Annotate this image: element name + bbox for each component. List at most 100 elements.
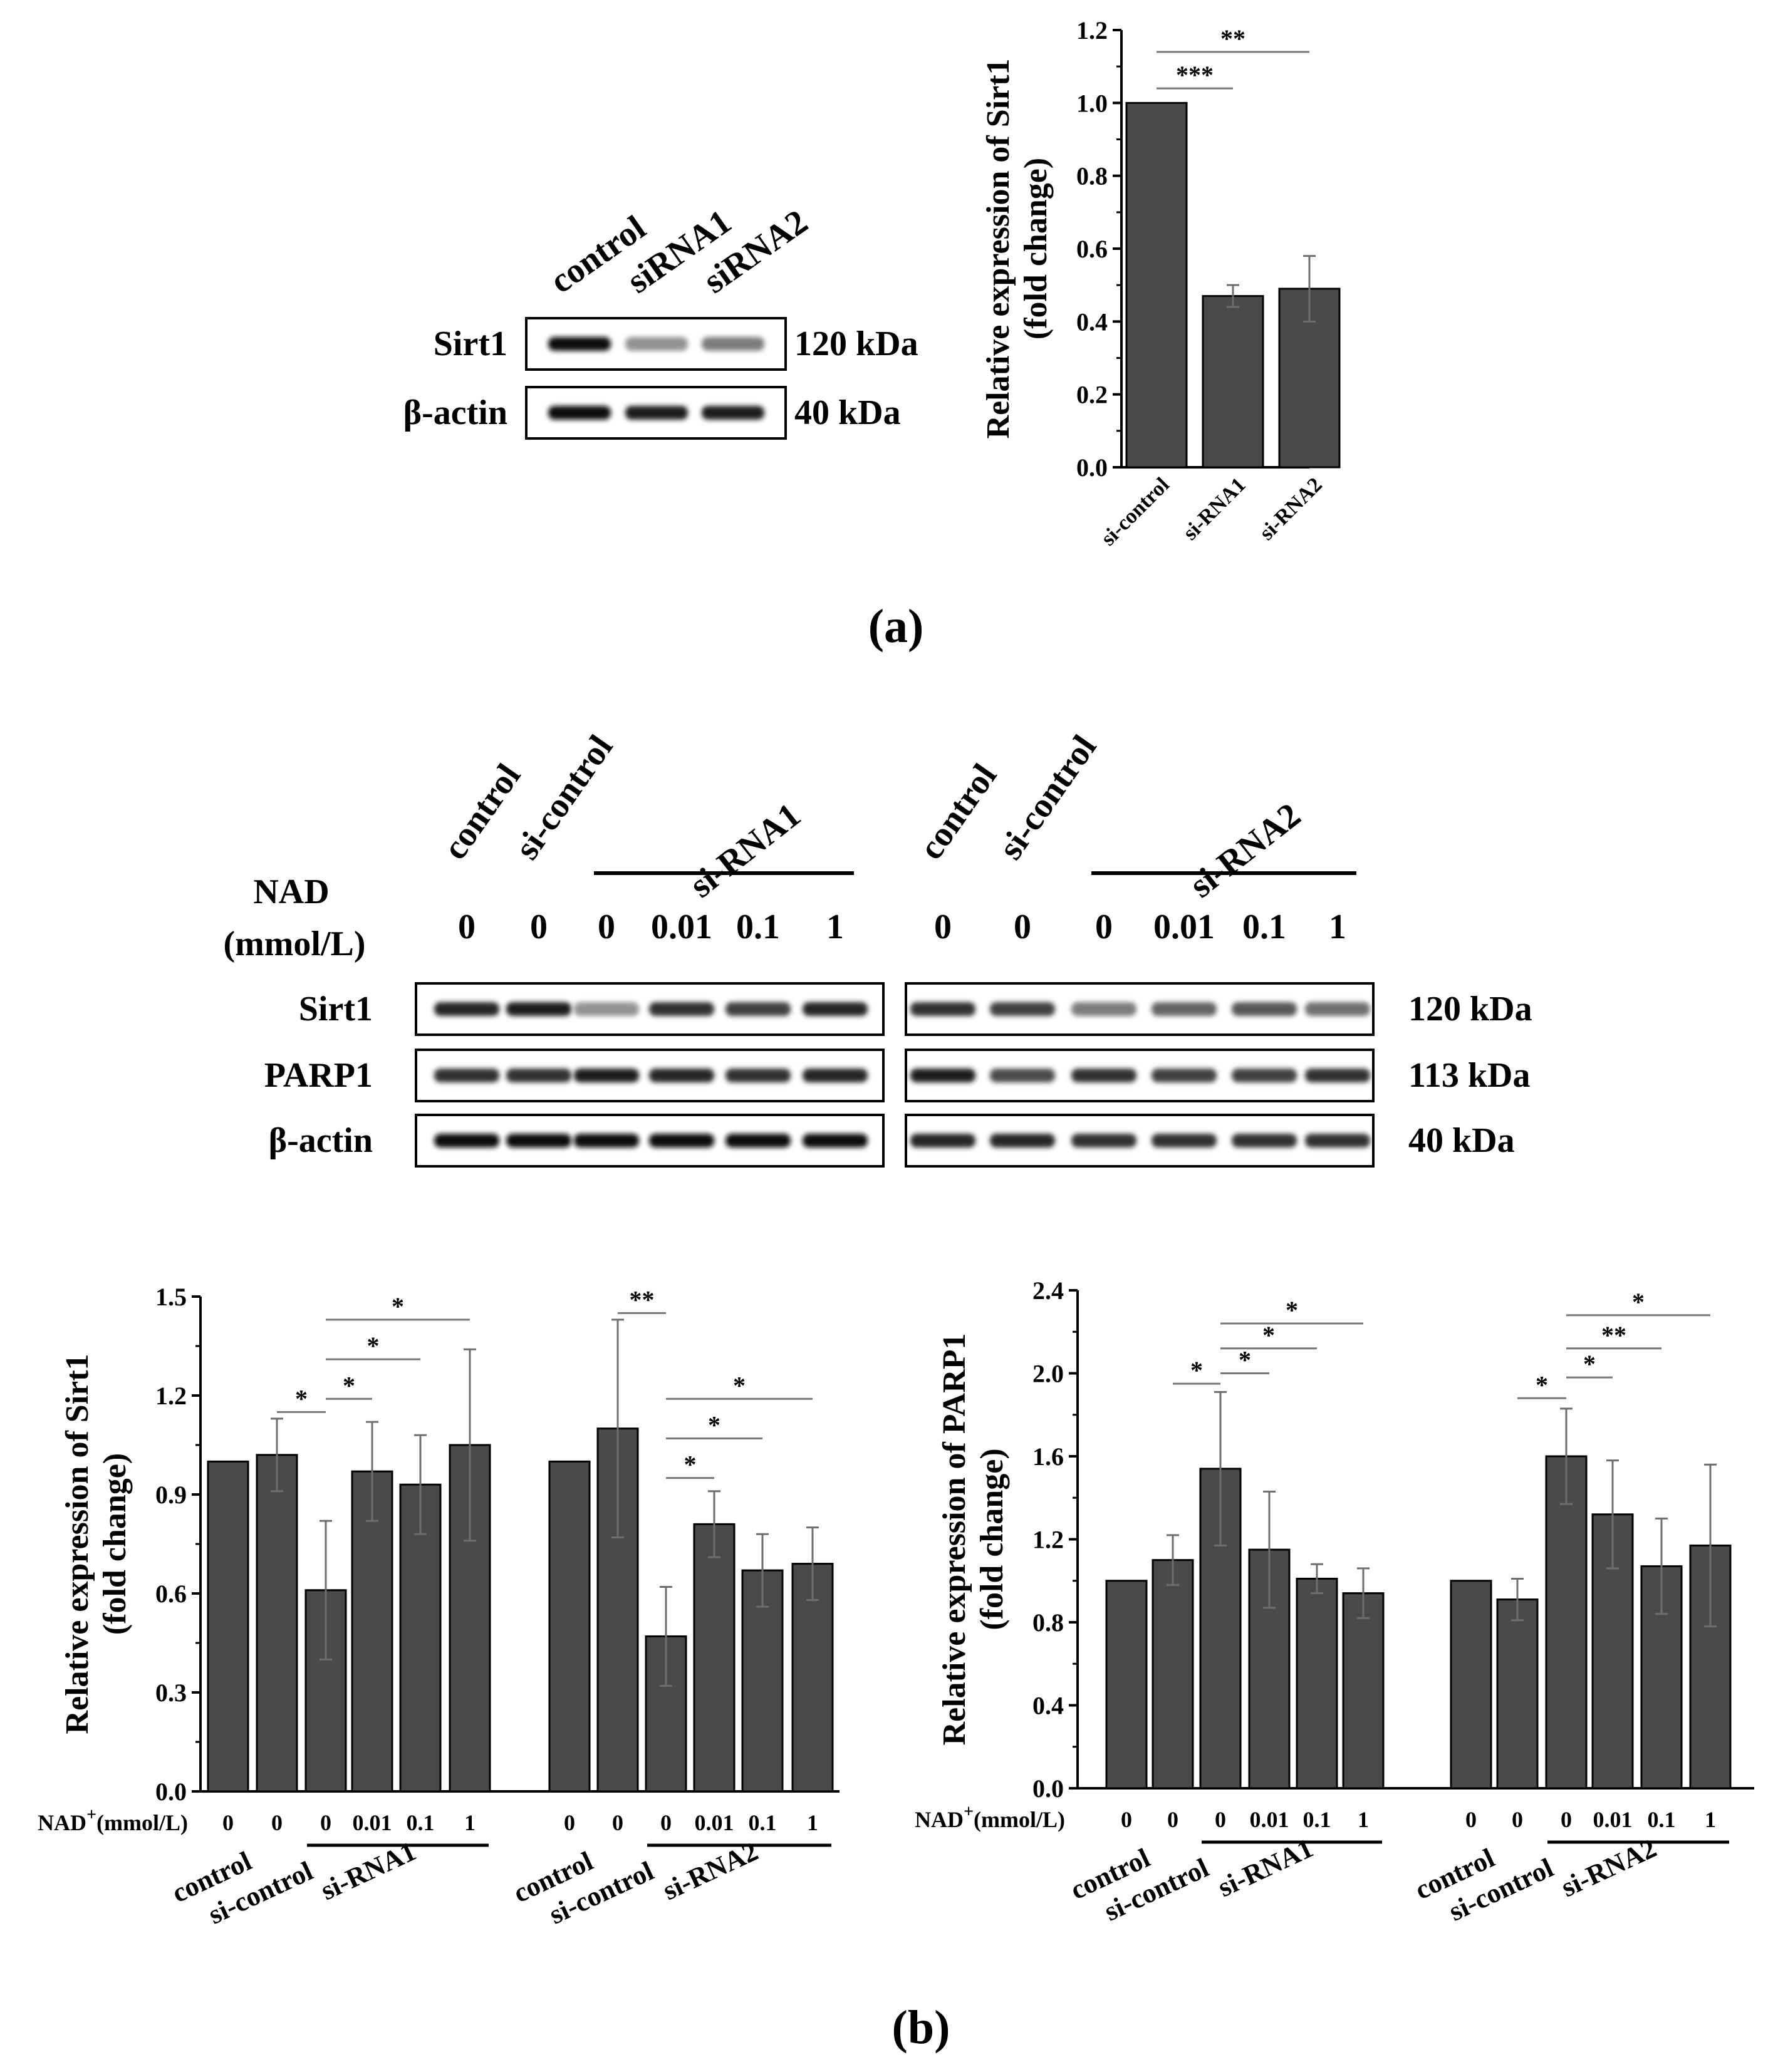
blot-a-band (548, 406, 611, 420)
blot-b-band (506, 1002, 571, 1016)
x-category-label: si-control (1096, 473, 1173, 550)
blot-b-band (910, 1069, 975, 1082)
nad-value: 1 (1358, 1807, 1369, 1832)
nad-value: 0.1 (1648, 1807, 1676, 1832)
blot-b-band (649, 1002, 714, 1016)
y-tick-label: 0.0 (155, 1778, 187, 1806)
y-tick-label: 1.5 (155, 1283, 187, 1311)
nad-value: 0 (612, 1810, 623, 1835)
blot-b-band (649, 1069, 714, 1082)
nad-value: 0 (1167, 1807, 1178, 1832)
panel-label-b: (b) (892, 2001, 950, 2054)
y-tick-label: 0.0 (1032, 1774, 1064, 1803)
nad-value: 0 (222, 1810, 234, 1835)
y-axis-label-units: (fold change) (97, 1453, 133, 1635)
blot-b-lane-label: si-control (507, 728, 620, 867)
bar (645, 1635, 687, 1793)
blot-b-row-label: PARP1 (264, 1056, 373, 1095)
significance-label: * (733, 1371, 746, 1399)
blot-b-band (434, 1134, 499, 1147)
y-tick-label: 0.6 (155, 1580, 187, 1608)
blot-b-kda-label: 120 kDa (1408, 990, 1532, 1028)
blot-b-band (1152, 1134, 1217, 1147)
blot-a-kda-label: 120 kDa (794, 324, 918, 363)
y-tick-label: 0.3 (155, 1679, 187, 1707)
blot-b-lane-label: si-control (991, 728, 1104, 867)
nad-value: 0.01 (695, 1810, 734, 1835)
y-tick-label: 1.2 (1032, 1526, 1064, 1554)
blot-b-nad-value: 0 (1014, 908, 1031, 946)
bar (1342, 1592, 1385, 1790)
blot-b-band (434, 1069, 499, 1082)
nad-value: 0 (1561, 1807, 1572, 1832)
y-tick-label: 1.2 (155, 1382, 187, 1410)
bar (1496, 1598, 1539, 1790)
blot-b-band (990, 1134, 1055, 1147)
bar-charts: 0.0 0.2 0.4 0.6 0.8 1.0 1.2 Relative expression… (38, 16, 1754, 1930)
blot-b-nad-value: 1 (1329, 908, 1346, 946)
blot-b-lane-label: control (912, 757, 1004, 867)
blot-b-band (1232, 1134, 1297, 1147)
nad-axis-label: NAD+(mmol/L) (915, 1802, 1065, 1832)
blot-b-frame (905, 982, 1375, 1036)
blot-b-nad-value: 0.01 (651, 908, 712, 946)
blot-b-row-label: β-actin (269, 1121, 373, 1160)
y-tick-label: 0.8 (1032, 1608, 1064, 1637)
chart-3: 0.0 0.4 0.8 1.2 1.6 2.0 2.4 Relative expression… (915, 1277, 1754, 1927)
significance-label: * (343, 1371, 355, 1399)
blot-b-row-label: Sirt1 (299, 990, 373, 1028)
blot-a-kda-label: 40 kDa (794, 393, 901, 432)
significance-label: *** (1176, 61, 1214, 89)
blot-b-treatment-label: si-RNA1 (682, 795, 808, 905)
y-axis-label-units: (fold change) (974, 1448, 1010, 1630)
blot-b-band (1152, 1002, 1217, 1016)
blot-b-band (803, 1069, 868, 1082)
bar (1545, 1455, 1588, 1790)
significance-label: * (367, 1332, 380, 1360)
blot-b-nad-value: 0.01 (1153, 908, 1215, 946)
bar (207, 1460, 249, 1793)
y-tick-label: 2.4 (1032, 1277, 1064, 1305)
nad-axis-label: NAD+(mmol/L) (38, 1805, 188, 1835)
blot-b-band (574, 1069, 639, 1082)
significance-label: * (708, 1411, 720, 1439)
nad-value: 0 (271, 1810, 283, 1835)
nad-value: 0 (660, 1810, 672, 1835)
blot-a-band (625, 337, 688, 351)
bar (1125, 101, 1188, 469)
blot-b-band (725, 1069, 791, 1082)
blot-b-band (1071, 1069, 1136, 1082)
significance-label: * (684, 1451, 697, 1479)
blot-b-band (990, 1069, 1055, 1082)
y-tick-label: 0.4 (1076, 308, 1108, 336)
blot-b-frame (905, 1049, 1375, 1102)
blot-b-nad-value: 0.1 (736, 908, 780, 946)
blot-b-band (1152, 1069, 1217, 1082)
blot-b-band (1071, 1134, 1136, 1147)
blot-a-row-label: Sirt1 (434, 324, 507, 363)
y-tick-label: 0.2 (1076, 381, 1108, 409)
nad-value: 0 (1215, 1807, 1226, 1832)
bar (791, 1563, 834, 1793)
blot-b-band (1232, 1069, 1297, 1082)
nad-value: 1 (807, 1810, 818, 1835)
blot-b-nad-value: 0 (1095, 908, 1113, 946)
y-tick-label: 1.0 (1076, 89, 1108, 117)
bar (351, 1470, 393, 1793)
blot-b-band (1305, 1002, 1370, 1016)
blot-b-band (1071, 1002, 1136, 1016)
y-axis-label: Relative expression of Sirt1 (980, 58, 1016, 438)
blot-a-band (625, 406, 688, 420)
bar (1450, 1580, 1492, 1790)
blot-b-treatment-label: si-RNA2 (1182, 795, 1308, 905)
x-category-label: si-RNA2 (1255, 473, 1326, 544)
blot-b-band (990, 1002, 1055, 1016)
significance-label: ** (1220, 24, 1245, 53)
y-tick-label: 2.0 (1032, 1360, 1064, 1388)
blot-a-band (548, 337, 611, 351)
blot-b-band (910, 1134, 975, 1147)
bar (596, 1427, 639, 1793)
y-axis-label: Relative expression of Sirt1 (60, 1354, 95, 1734)
blot-a-band (702, 337, 764, 351)
